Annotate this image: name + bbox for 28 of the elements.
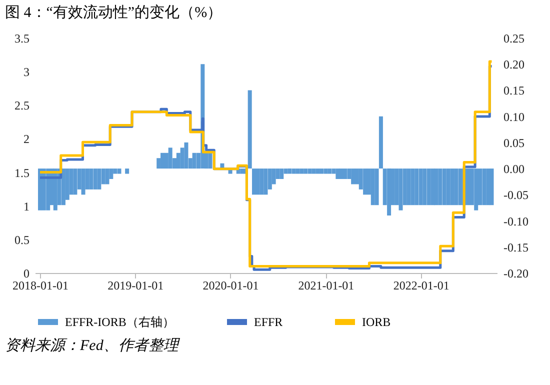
- y-tick-label: 3: [24, 65, 30, 80]
- y-tick-label: 0: [24, 266, 30, 280]
- x-tick-label: 2018-01-01: [12, 278, 68, 292]
- y2-tick-label: 0.25: [504, 32, 524, 46]
- text: 资料来源：Fed、作者整理: [5, 337, 180, 354]
- legend-label: IORB: [362, 315, 391, 329]
- y2-tick-label: 0.20: [504, 58, 524, 72]
- y2-tick-label: -0.15: [504, 240, 528, 254]
- y2-tick-label: 0.00: [504, 162, 524, 176]
- y2-tick-label: -0.05: [504, 188, 528, 202]
- y2-tick-label: 0.15: [504, 84, 524, 98]
- y-tick-label: 3.5: [14, 32, 30, 46]
- y-tick-label: 1: [24, 199, 30, 214]
- y-tick-label: 2.5: [14, 98, 30, 113]
- y2-tick-label: -0.10: [504, 214, 528, 228]
- legend-label: EFFR-IORB（右轴）: [65, 315, 174, 329]
- y2-tick-label: 0.05: [504, 136, 524, 150]
- legend-label: EFFR: [254, 315, 283, 329]
- y-tick-label: 2: [24, 132, 30, 146]
- x-tick-label: 2021-01-01: [298, 278, 354, 292]
- x-tick-label: 2019-01-01: [108, 278, 164, 292]
- y2-tick-label: -0.20: [504, 266, 528, 280]
- chart-title: 图 4：“有效流动性”的变化（%）: [5, 4, 222, 21]
- y-tick-label: 1.5: [14, 166, 30, 180]
- y2-tick-label: 0.10: [504, 110, 524, 124]
- y-tick-label: 0.5: [14, 232, 30, 247]
- x-tick-label: 2022-01-01: [393, 278, 450, 292]
- x-tick-label: 2020-01-01: [202, 278, 259, 292]
